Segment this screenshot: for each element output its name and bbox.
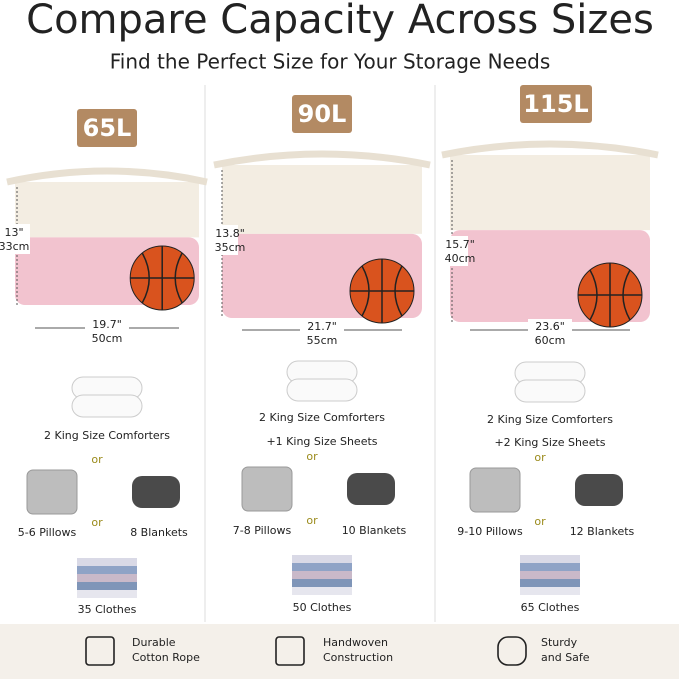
height-cm: 35cm [215, 241, 246, 254]
basketball-lines [350, 259, 414, 323]
comforter-icon [286, 378, 358, 402]
feature-line: Durable [132, 636, 176, 649]
clothes-icon [292, 571, 352, 579]
clothes-icon [520, 555, 580, 563]
clothes-icon [520, 571, 580, 579]
comforters-text: 2 King Size Comforters [487, 413, 613, 426]
basketball-lines [578, 263, 642, 327]
blanket-icon [575, 474, 623, 506]
basketball-lines [130, 246, 195, 310]
blankets-text: 12 Blankets [570, 525, 635, 538]
sheets-text: +1 King Size Sheets [266, 435, 377, 448]
feature-band [0, 624, 679, 679]
or-text: or [534, 451, 546, 464]
clothes-icon [292, 555, 352, 563]
clothes-icon [77, 566, 137, 574]
clothes-text: 35 Clothes [78, 603, 137, 616]
pillow-icon [469, 467, 521, 513]
width-inch: 21.7" [307, 320, 337, 333]
clothes-icon [292, 587, 352, 595]
width-label-bg [85, 317, 129, 347]
or-text: or [534, 515, 546, 528]
basket-top [450, 155, 650, 231]
subtitle: Find the Perfect Size for Your Storage N… [110, 50, 551, 74]
clothes-icon [77, 590, 137, 598]
capacity-badge [292, 95, 352, 133]
feature-icon [497, 636, 527, 666]
pillow-icon [26, 469, 78, 515]
comforters-text: 2 King Size Comforters [259, 411, 385, 424]
clothes-icon [77, 582, 137, 590]
blanket-icon [347, 473, 395, 505]
clothes-icon [292, 563, 352, 571]
height-label-bg [438, 236, 468, 266]
comforters-text: 2 King Size Comforters [44, 429, 170, 442]
feature-line: Sturdy [541, 636, 578, 649]
capacity-label: 90L [298, 100, 347, 128]
feature-icon [85, 636, 115, 666]
height-label-bg [0, 224, 30, 254]
sheets-text: +2 King Size Sheets [494, 436, 605, 449]
width-inch: 19.7" [92, 318, 122, 331]
pillows-text: 9-10 Pillows [457, 525, 523, 538]
width-inch: 23.6" [535, 320, 565, 333]
comforter-icon [514, 379, 586, 403]
comforter-icon [71, 394, 143, 418]
clothes-icon [520, 563, 580, 571]
blankets-text: 8 Blankets [130, 526, 188, 539]
blanket-icon [132, 476, 180, 508]
or-text: or [91, 516, 103, 529]
basket-handles [441, 140, 659, 159]
pillows-text: 7-8 Pillows [233, 524, 292, 537]
pillow-icon [241, 466, 293, 512]
feature-line: Cotton Rope [132, 651, 200, 664]
feature-line: and Safe [541, 651, 590, 664]
clothes-icon [77, 574, 137, 582]
title: Compare Capacity Across Sizes [26, 0, 654, 43]
clothes-icon [520, 587, 580, 595]
basket-handles [6, 167, 208, 186]
clothes-icon [292, 579, 352, 587]
height-inch: 13.8" [215, 227, 245, 240]
clothes-icon [77, 558, 137, 566]
basket-handles [213, 150, 431, 169]
basket-top [222, 165, 422, 234]
or-text: or [91, 453, 103, 466]
width-label-bg [528, 319, 572, 349]
feature-line: Construction [323, 651, 393, 664]
feature-line: Handwoven [323, 636, 388, 649]
clothes-text: 50 Clothes [293, 601, 352, 614]
height-cm: 40cm [445, 252, 476, 265]
height-cm: 33cm [0, 240, 29, 253]
width-cm: 60cm [535, 334, 566, 347]
or-text: or [306, 514, 318, 527]
clothes-icon [520, 579, 580, 587]
capacity-badge [520, 85, 592, 123]
clothes-text: 65 Clothes [521, 601, 580, 614]
capacity-label: 65L [83, 114, 132, 142]
blankets-text: 10 Blankets [342, 524, 407, 537]
feature-icon [275, 636, 305, 666]
width-cm: 55cm [307, 334, 338, 347]
or-text: or [306, 450, 318, 463]
basket-top [15, 182, 199, 238]
width-cm: 50cm [92, 332, 123, 345]
height-inch: 15.7" [445, 238, 475, 251]
width-label-bg [300, 319, 344, 349]
capacity-badge [77, 109, 137, 147]
height-inch: 13" [4, 226, 23, 239]
height-label-bg [208, 225, 238, 255]
pillows-text: 5-6 Pillows [18, 526, 77, 539]
capacity-label: 115L [523, 90, 588, 118]
